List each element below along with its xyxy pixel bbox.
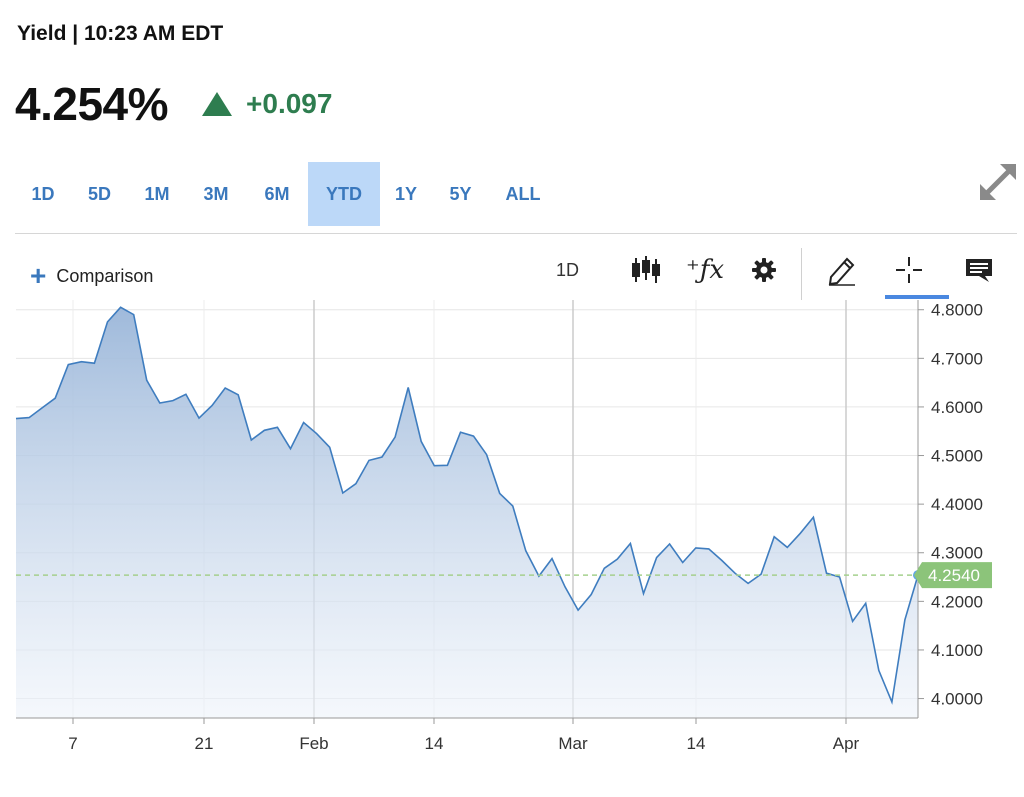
header-title: Yield | 10:23 AM EDT [17, 22, 224, 45]
yield-chart[interactable]: 4.8000 4.7000 4.6000 4.5000 4.4000 4.3000 4.20… [0, 300, 1024, 760]
range-tab-5d[interactable]: 5D [87, 183, 111, 204]
y-tick-label: 4.2000 [931, 592, 983, 611]
y-tick-label: 4.6000 [931, 398, 983, 417]
y-tick-label: 4.3000 [931, 544, 983, 563]
interval-selector[interactable]: 1D [556, 260, 580, 280]
range-tab-6m[interactable]: 6M [264, 183, 290, 204]
range-tab-1y[interactable]: 1Y [394, 183, 418, 204]
tool-separator [801, 248, 802, 300]
y-tick-label: 4.5000 [931, 447, 983, 466]
x-tick-label: 14 [687, 734, 706, 753]
x-tick-label: 21 [195, 734, 214, 753]
active-tool-indicator [885, 295, 949, 299]
range-tabs: 1D 5D 1M 3M 6M YTD 1Y 5Y ALL [15, 162, 557, 226]
range-tab-5y[interactable]: 5Y [449, 183, 472, 204]
comparison-button[interactable]: + Comparison [30, 262, 153, 290]
plus-icon: + [30, 260, 47, 291]
toolbar-divider [15, 233, 1017, 234]
y-tick-label: 4.4000 [931, 495, 983, 514]
change-value: +0.097 [246, 88, 333, 119]
x-tick-label: Apr [833, 734, 860, 753]
x-tick-label: Mar [558, 734, 588, 753]
x-tick-label: Feb [299, 734, 328, 753]
x-tick-label: 14 [425, 734, 444, 753]
up-arrow-icon [202, 92, 233, 116]
range-tab-1d[interactable]: 1D [31, 183, 55, 204]
fx-indicator-icon[interactable]: ⁺ƒx [686, 255, 725, 285]
expand-icon[interactable] [976, 160, 1020, 204]
price-value: 4.254% [15, 78, 169, 130]
series-line [15, 306, 919, 705]
current-value-badge [914, 562, 992, 589]
change-group: +0.097 [202, 88, 332, 120]
range-tab-ytd[interactable]: YTD [308, 162, 380, 226]
comparison-label: Comparison [56, 265, 154, 286]
current-value-label: 4.2540 [928, 566, 980, 585]
gear-icon[interactable] [746, 252, 782, 288]
y-tick-label: 4.7000 [931, 349, 983, 368]
y-tick-label: 4.8000 [931, 301, 983, 320]
range-tab-1m[interactable]: 1M [144, 183, 170, 204]
crosshair-icon[interactable] [891, 252, 927, 288]
candlestick-icon[interactable] [628, 252, 664, 288]
y-tick-label: 4.0000 [931, 690, 983, 709]
pencil-icon[interactable] [824, 252, 860, 288]
area-fill [16, 307, 918, 718]
x-tick-label: 7 [68, 734, 77, 753]
comment-icon[interactable] [961, 252, 997, 288]
range-tab-all[interactable]: ALL [505, 183, 541, 204]
y-tick-label: 4.1000 [931, 641, 983, 660]
quote-row: 4.254% +0.097 [15, 76, 332, 132]
range-tab-3m[interactable]: 3M [203, 183, 229, 204]
